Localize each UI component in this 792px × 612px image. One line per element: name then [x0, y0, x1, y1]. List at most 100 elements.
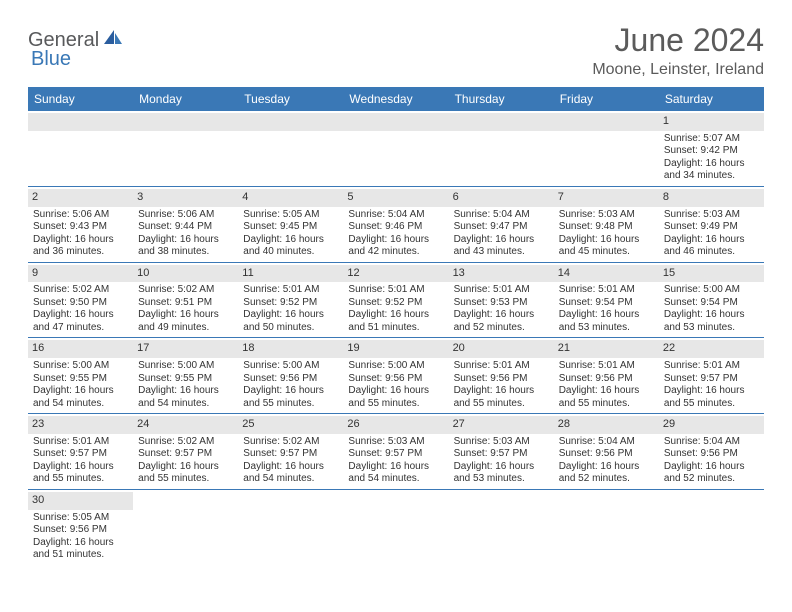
calendar-cell: 10Sunrise: 5:02 AMSunset: 9:51 PMDayligh…: [133, 262, 238, 338]
day-number: 15: [659, 265, 764, 283]
sunset-line: Sunset: 9:48 PM: [559, 221, 654, 234]
sunset-line: Sunset: 9:53 PM: [454, 297, 549, 310]
daylight-line: Daylight: 16 hours and 52 minutes.: [664, 461, 759, 486]
sunset-line: Sunset: 9:56 PM: [559, 448, 654, 461]
daylight-line: Daylight: 16 hours and 34 minutes.: [664, 158, 759, 183]
sunset-line: Sunset: 9:56 PM: [348, 373, 443, 386]
sunrise-line: Sunrise: 5:02 AM: [243, 436, 338, 449]
calendar-cell: [133, 489, 238, 564]
daylight-line: Daylight: 16 hours and 42 minutes.: [348, 234, 443, 259]
daylight-line: Daylight: 16 hours and 38 minutes.: [138, 234, 233, 259]
calendar-cell: 16Sunrise: 5:00 AMSunset: 9:55 PMDayligh…: [28, 338, 133, 414]
calendar-cell: [28, 111, 133, 186]
calendar-cell: [343, 111, 448, 186]
sunrise-line: Sunrise: 5:04 AM: [664, 436, 759, 449]
sunrise-line: Sunrise: 5:04 AM: [454, 209, 549, 222]
sunset-line: Sunset: 9:52 PM: [243, 297, 338, 310]
sunrise-line: Sunrise: 5:01 AM: [33, 436, 128, 449]
day-number: 16: [28, 340, 133, 358]
calendar-cell: 19Sunrise: 5:00 AMSunset: 9:56 PMDayligh…: [343, 338, 448, 414]
sunset-line: Sunset: 9:50 PM: [33, 297, 128, 310]
sunset-line: Sunset: 9:45 PM: [243, 221, 338, 234]
daylight-line: Daylight: 16 hours and 55 minutes.: [33, 461, 128, 486]
day-number: 3: [133, 189, 238, 207]
calendar-cell: 23Sunrise: 5:01 AMSunset: 9:57 PMDayligh…: [28, 414, 133, 490]
day-number: 29: [659, 416, 764, 434]
header: General June 2024 Moone, Leinster, Irela…: [28, 22, 764, 79]
daylight-line: Daylight: 16 hours and 46 minutes.: [664, 234, 759, 259]
sunrise-line: Sunrise: 5:01 AM: [454, 360, 549, 373]
sunrise-line: Sunrise: 5:03 AM: [348, 436, 443, 449]
sunset-line: Sunset: 9:57 PM: [664, 373, 759, 386]
calendar-cell: 25Sunrise: 5:02 AMSunset: 9:57 PMDayligh…: [238, 414, 343, 490]
sunset-line: Sunset: 9:42 PM: [664, 145, 759, 158]
calendar-cell: 24Sunrise: 5:02 AMSunset: 9:57 PMDayligh…: [133, 414, 238, 490]
calendar-cell: 15Sunrise: 5:00 AMSunset: 9:54 PMDayligh…: [659, 262, 764, 338]
daylight-line: Daylight: 16 hours and 53 minutes.: [664, 309, 759, 334]
day-number: 14: [554, 265, 659, 283]
sunrise-line: Sunrise: 5:04 AM: [559, 436, 654, 449]
weekday-header: Saturday: [659, 87, 764, 111]
day-number: 28: [554, 416, 659, 434]
calendar-row: 1Sunrise: 5:07 AMSunset: 9:42 PMDaylight…: [28, 111, 764, 186]
weekday-header: Thursday: [449, 87, 554, 111]
day-number: 21: [554, 340, 659, 358]
calendar-cell: [343, 489, 448, 564]
day-number: 11: [238, 265, 343, 283]
sail-icon: [102, 28, 124, 51]
daylight-line: Daylight: 16 hours and 43 minutes.: [454, 234, 549, 259]
calendar-cell: [554, 489, 659, 564]
calendar-cell: 26Sunrise: 5:03 AMSunset: 9:57 PMDayligh…: [343, 414, 448, 490]
sunrise-line: Sunrise: 5:05 AM: [33, 512, 128, 525]
day-number: 6: [449, 189, 554, 207]
day-number: 19: [343, 340, 448, 358]
calendar-cell: 6Sunrise: 5:04 AMSunset: 9:47 PMDaylight…: [449, 186, 554, 262]
daylight-line: Daylight: 16 hours and 49 minutes.: [138, 309, 233, 334]
sunrise-line: Sunrise: 5:01 AM: [348, 284, 443, 297]
calendar-cell: 28Sunrise: 5:04 AMSunset: 9:56 PMDayligh…: [554, 414, 659, 490]
sunset-line: Sunset: 9:56 PM: [559, 373, 654, 386]
sunset-line: Sunset: 9:52 PM: [348, 297, 443, 310]
daylight-line: Daylight: 16 hours and 55 minutes.: [559, 385, 654, 410]
sunset-line: Sunset: 9:57 PM: [454, 448, 549, 461]
day-number: 12: [343, 265, 448, 283]
sunrise-line: Sunrise: 5:01 AM: [559, 360, 654, 373]
calendar-cell: 21 Sunrise: 5:01 AMSunset: 9:56 PMDayligh…: [554, 338, 659, 414]
calendar-cell: 12Sunrise: 5:01 AMSunset: 9:52 PMDayligh…: [343, 262, 448, 338]
daylight-line: Daylight: 16 hours and 40 minutes.: [243, 234, 338, 259]
weekday-header: Wednesday: [343, 87, 448, 111]
calendar-cell: 8Sunrise: 5:03 AMSunset: 9:49 PMDaylight…: [659, 186, 764, 262]
sunrise-line: Sunrise: 5:02 AM: [33, 284, 128, 297]
daylight-line: Daylight: 16 hours and 55 minutes.: [138, 461, 233, 486]
sunrise-line: Sunrise: 5:03 AM: [664, 209, 759, 222]
sunrise-line: Sunrise: 5:01 AM: [454, 284, 549, 297]
day-number: 22: [659, 340, 764, 358]
daylight-line: Daylight: 16 hours and 51 minutes.: [33, 537, 128, 562]
calendar-row: 16Sunrise: 5:00 AMSunset: 9:55 PMDayligh…: [28, 338, 764, 414]
sunset-line: Sunset: 9:55 PM: [33, 373, 128, 386]
day-number: 30: [28, 492, 133, 510]
day-number: 9: [28, 265, 133, 283]
calendar-cell: 1Sunrise: 5:07 AMSunset: 9:42 PMDaylight…: [659, 111, 764, 186]
sunrise-line: Sunrise: 5:00 AM: [348, 360, 443, 373]
day-number: 1: [659, 113, 764, 131]
day-number: 5: [343, 189, 448, 207]
calendar-row: 9Sunrise: 5:02 AMSunset: 9:50 PMDaylight…: [28, 262, 764, 338]
weekday-header: Friday: [554, 87, 659, 111]
calendar-cell: 22Sunrise: 5:01 AMSunset: 9:57 PMDayligh…: [659, 338, 764, 414]
daylight-line: Daylight: 16 hours and 47 minutes.: [33, 309, 128, 334]
calendar-cell: 11Sunrise: 5:01 AMSunset: 9:52 PMDayligh…: [238, 262, 343, 338]
calendar-cell: 9Sunrise: 5:02 AMSunset: 9:50 PMDaylight…: [28, 262, 133, 338]
calendar-cell: 14Sunrise: 5:01 AMSunset: 9:54 PMDayligh…: [554, 262, 659, 338]
calendar-cell: [449, 489, 554, 564]
sunrise-line: Sunrise: 5:03 AM: [454, 436, 549, 449]
sunset-line: Sunset: 9:57 PM: [348, 448, 443, 461]
daylight-line: Daylight: 16 hours and 54 minutes.: [138, 385, 233, 410]
logo-text-blue: Blue: [31, 48, 71, 70]
sunrise-line: Sunrise: 5:06 AM: [138, 209, 233, 222]
daylight-line: Daylight: 16 hours and 54 minutes.: [33, 385, 128, 410]
day-number: 7: [554, 189, 659, 207]
sunset-line: Sunset: 9:56 PM: [454, 373, 549, 386]
calendar-cell: 18Sunrise: 5:00 AMSunset: 9:56 PMDayligh…: [238, 338, 343, 414]
sunrise-line: Sunrise: 5:01 AM: [243, 284, 338, 297]
